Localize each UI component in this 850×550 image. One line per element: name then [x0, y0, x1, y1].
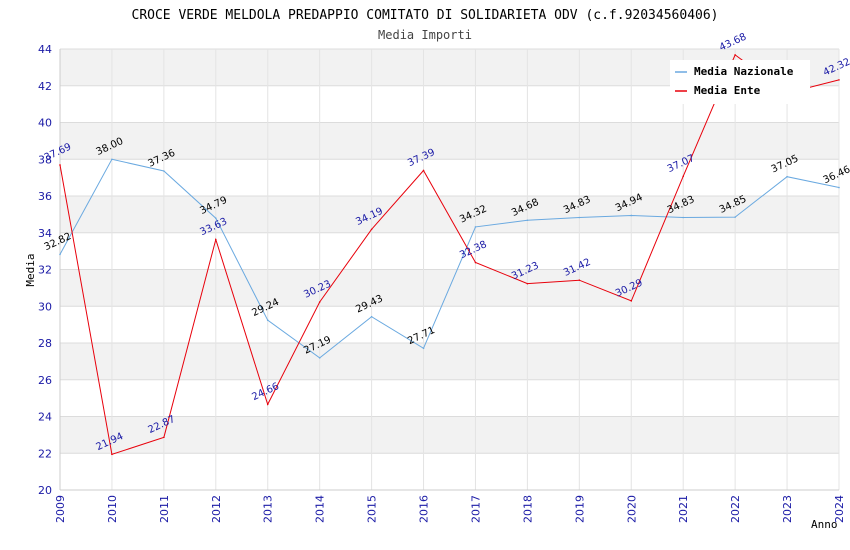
data-point-media-ente [682, 175, 684, 178]
legend: Media Nazionale Media Ente [670, 60, 810, 104]
data-point-media-ente [526, 282, 529, 285]
y-tick-label: 38 [38, 153, 52, 166]
y-tick-label: 24 [38, 411, 52, 424]
y-tick-label: 22 [38, 447, 52, 460]
data-point-media-nazionale [59, 253, 61, 256]
x-tick-label: 2017 [469, 495, 482, 523]
x-tick-label: 2018 [521, 495, 534, 523]
chart-subtitle: Media Importi [378, 28, 472, 42]
y-tick-label: 34 [38, 227, 52, 240]
gridlines [59, 48, 840, 491]
y-tick-label: 40 [38, 117, 52, 130]
data-label-media-ente: 37.69 [43, 142, 74, 164]
chart-title: CROCE VERDE MELDOLA PREDAPPIO COMITATO D… [132, 8, 719, 23]
data-point-media-nazionale [682, 216, 684, 219]
x-tick-label: 2013 [262, 495, 275, 523]
data-point-media-ente [474, 261, 477, 264]
data-point-media-ente [318, 301, 321, 303]
data-point-media-ente [838, 79, 840, 81]
y-axis-label: Media [24, 253, 37, 286]
x-tick-label: 2022 [729, 495, 742, 523]
data-point-media-nazionale [422, 347, 425, 350]
data-point-media-nazionale [318, 357, 321, 359]
data-label-media-ente: 24.66 [250, 381, 281, 403]
data-point-media-ente [734, 54, 736, 56]
legend-label-media-nazionale: Media Nazionale [694, 65, 794, 78]
x-tick-label: 2024 [833, 495, 846, 523]
x-tick-label: 2020 [625, 495, 638, 523]
data-point-media-ente [422, 169, 425, 172]
x-tick-label: 2021 [677, 495, 690, 523]
data-point-media-ente [215, 238, 217, 241]
series-line-media-nazionale [59, 158, 840, 359]
grid-band [60, 416, 839, 454]
data-point-media-ente [630, 300, 633, 302]
y-tick-label: 28 [38, 337, 52, 350]
legend-label-media-ente: Media Ente [694, 84, 761, 97]
x-tick-label: 2012 [210, 495, 223, 523]
x-tick-label: 2014 [314, 495, 327, 523]
y-tick-label: 36 [38, 190, 52, 203]
y-tick-label: 44 [38, 43, 52, 56]
data-point-media-nazionale [734, 216, 736, 218]
data-point-media-nazionale [266, 319, 269, 322]
x-axis-label: Anno [811, 518, 838, 531]
data-point-media-nazionale [215, 217, 217, 220]
background-bands [60, 49, 839, 454]
data-point-media-nazionale [370, 315, 373, 318]
data-point-media-nazionale [111, 158, 113, 161]
legend-background [670, 60, 810, 104]
data-point-media-ente [578, 279, 581, 281]
grid-band [60, 122, 839, 160]
data-point-media-ente [59, 164, 61, 166]
x-tick-label: 2016 [418, 495, 431, 523]
data-point-media-nazionale [474, 226, 477, 228]
x-axis-ticks: 2009 2010 2011 2012 2013 2014 2015 2016 2017 2018… [54, 495, 846, 523]
y-tick-label: 30 [38, 300, 52, 313]
x-tick-label: 2010 [106, 495, 119, 523]
y-tick-label: 32 [38, 264, 52, 277]
data-point-media-ente [163, 436, 165, 439]
data-label-media-nazionale: 36.46 [822, 164, 850, 186]
data-point-media-nazionale [578, 216, 581, 219]
data-point-media-nazionale [526, 219, 529, 222]
data-point-media-nazionale [838, 186, 840, 189]
data-point-media-nazionale [786, 175, 788, 178]
x-tick-label: 2023 [781, 495, 794, 523]
x-tick-label: 2019 [573, 495, 586, 523]
x-tick-label: 2009 [54, 495, 67, 523]
series-layer [59, 54, 840, 456]
grid-band [60, 196, 839, 233]
data-point-media-ente [111, 453, 113, 456]
y-tick-label: 42 [38, 80, 52, 93]
y-tick-label: 26 [38, 374, 52, 387]
data-point-media-ente [370, 228, 373, 231]
y-axis-ticks: 20 22 24 26 28 30 32 34 36 38 40 42 44 [38, 43, 52, 497]
x-tick-label: 2015 [366, 495, 379, 523]
data-point-media-nazionale [163, 170, 165, 172]
x-tick-label: 2011 [158, 495, 171, 523]
data-point-media-nazionale [630, 214, 633, 217]
grid-band [60, 343, 839, 380]
series-line-media-ente [59, 54, 840, 456]
y-tick-label: 20 [38, 484, 52, 497]
data-point-media-ente [266, 403, 269, 406]
